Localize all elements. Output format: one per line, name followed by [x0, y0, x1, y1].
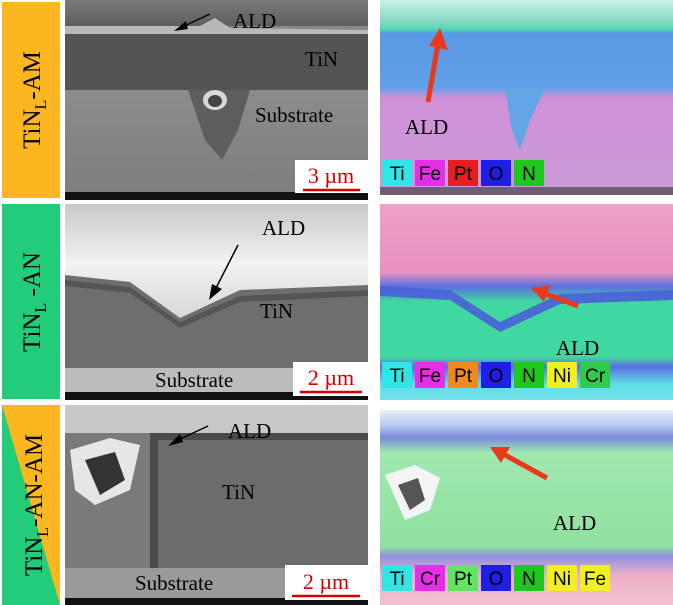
legend-element: N — [522, 164, 536, 185]
label: -AM — [19, 51, 46, 100]
label: L — [33, 303, 50, 313]
label: Substrate — [155, 368, 233, 392]
row-label: TiNL-AN-AM — [21, 434, 52, 576]
label: 2 µm — [308, 365, 354, 390]
label: ALD — [262, 216, 305, 240]
legend-element: Cr — [420, 569, 441, 590]
legend-element: Pt — [454, 569, 473, 590]
label: TiN — [260, 299, 293, 323]
label: TiN — [222, 480, 255, 504]
legend-element: Fe — [584, 569, 606, 590]
label: ALD — [233, 9, 276, 33]
shape — [208, 95, 222, 107]
label: L — [33, 100, 50, 110]
legend-element: Pt — [454, 164, 473, 185]
shape — [150, 440, 158, 568]
label: Substrate — [135, 571, 213, 595]
sem-image: ALD TiN Substrate 2 µm — [65, 405, 368, 605]
label: ALD — [556, 336, 599, 360]
legend-element: O — [489, 569, 504, 590]
legend-element: Ti — [389, 569, 404, 590]
shape — [65, 405, 368, 433]
legend-element: Fe — [419, 366, 441, 387]
label: -AN-AM — [21, 434, 48, 527]
label: -AN — [19, 252, 46, 303]
legend-element: Pt — [454, 366, 473, 387]
legend-element: Fe — [419, 164, 441, 185]
label: 3 µm — [308, 163, 354, 188]
sem-image: ALD TiN Substrate 2 µm — [65, 204, 368, 400]
shape — [65, 192, 368, 200]
legend-element: O — [489, 366, 504, 387]
figure: TiNL-AM ALD TiN Substrate 3 µm ALD TiFeP… — [0, 0, 673, 605]
legend-element: Ti — [389, 164, 404, 185]
label: TiN — [19, 109, 46, 148]
legend-element: Ni — [553, 569, 571, 590]
label: 2 µm — [303, 569, 349, 594]
legend-element: Ni — [553, 366, 571, 387]
legend-element: Ti — [389, 366, 404, 387]
page: {"rows":[ {"label":{"main":"TiN","sub":"… — [0, 0, 673, 605]
row-label: TiNL -AN — [19, 252, 50, 352]
legend-element: N — [522, 366, 536, 387]
label: L — [35, 527, 52, 537]
legend-element: Cr — [585, 366, 606, 387]
shape — [150, 433, 368, 568]
label: TiN — [21, 537, 48, 576]
row-label: TiNL-AM — [19, 51, 50, 149]
label: TiN — [305, 47, 338, 71]
legend-element: O — [489, 164, 504, 185]
shape — [380, 187, 673, 195]
eds-map: ALD Ti Cr Pt ON Ni Fe — [380, 410, 673, 605]
legend-element: N — [522, 569, 536, 590]
label: ALD — [228, 419, 271, 443]
label: Substrate — [255, 103, 333, 127]
label: TiN — [19, 313, 46, 352]
label: ALD — [553, 511, 596, 535]
row-3: TiNL-AN-AM ALD TiN Substrate 2 µm ALD Ti… — [2, 405, 673, 605]
sem-image: ALD TiN Substrate 3 µm — [65, 0, 368, 200]
label: ALD — [405, 115, 448, 139]
row-1: TiNL-AM ALD TiN Substrate 3 µm ALD TiFeP… — [2, 0, 673, 200]
